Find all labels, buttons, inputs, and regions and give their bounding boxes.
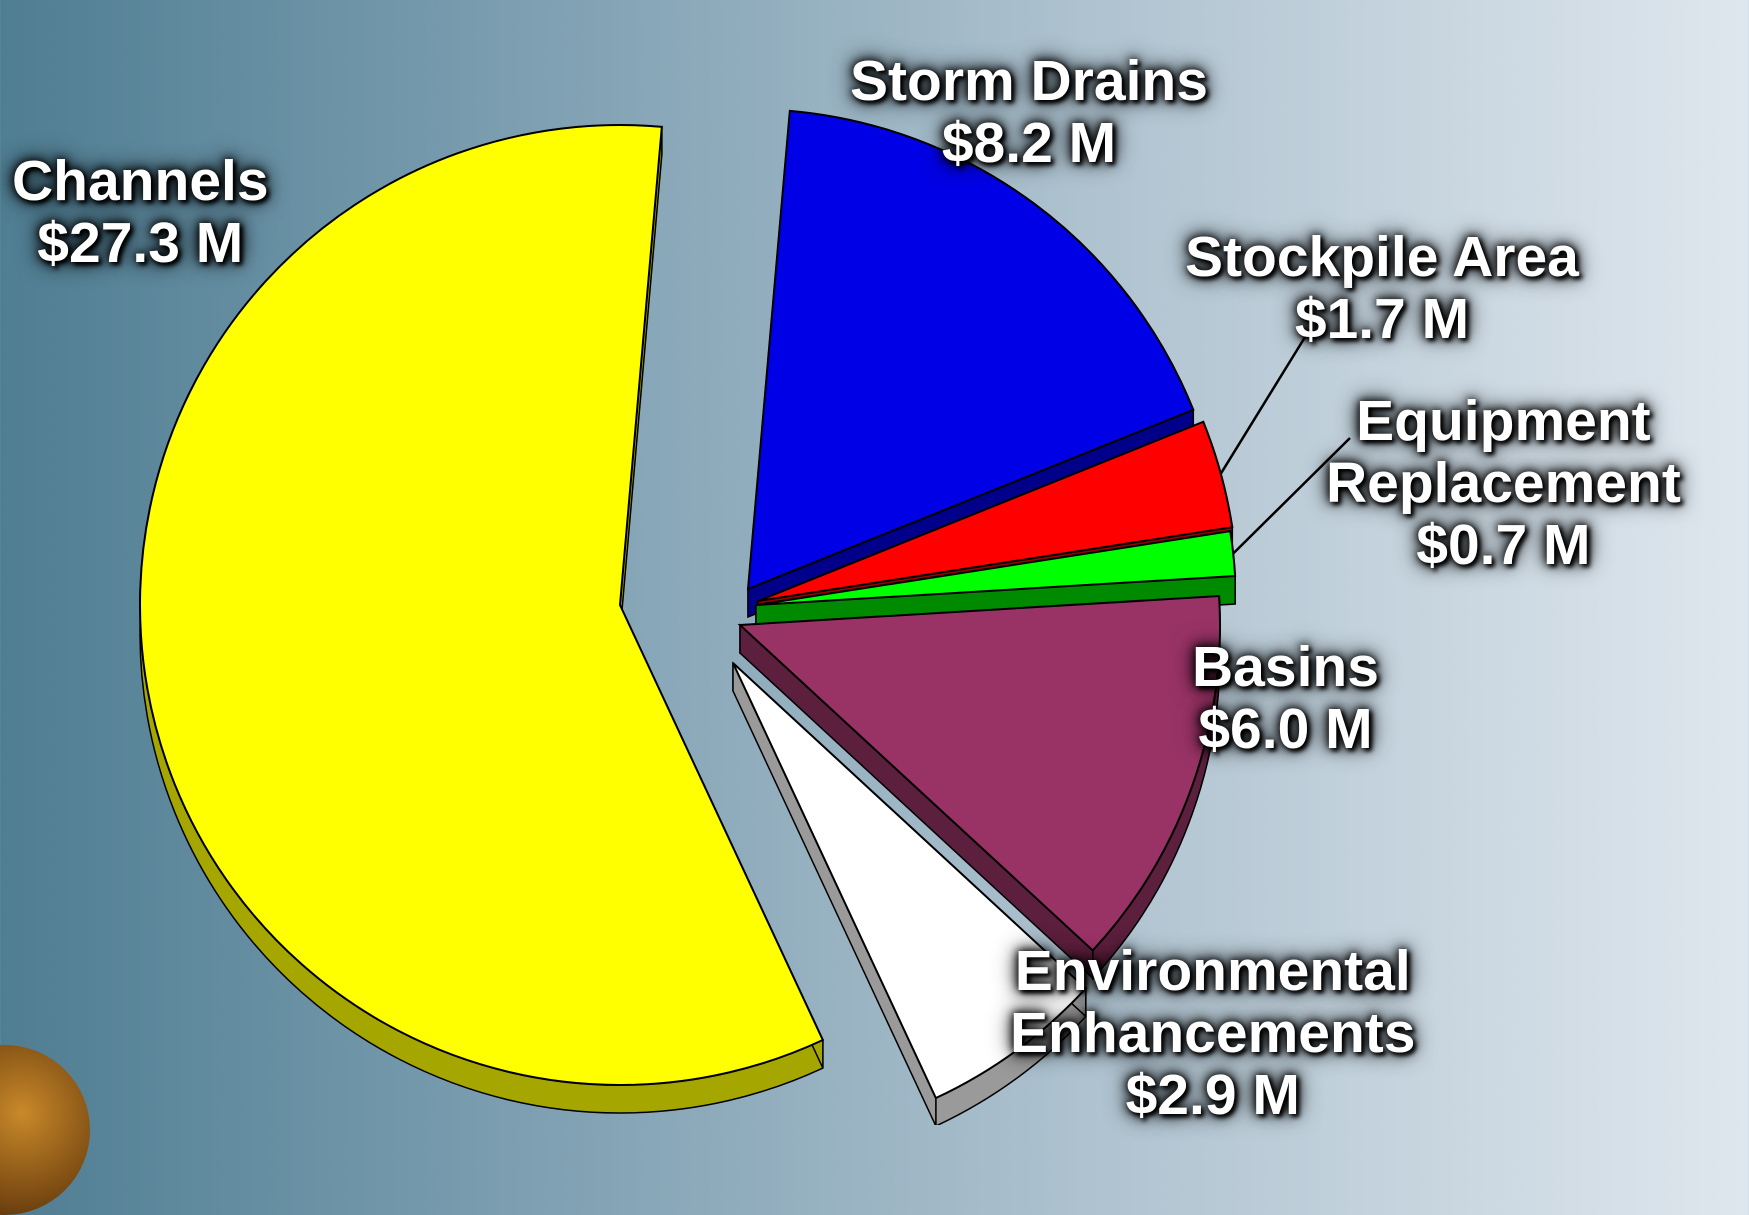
label-stockpile-area-value: $1.7 M xyxy=(1294,287,1470,351)
pie-chart: Storm Drains $8.2 M Channels $27.3 M Sto… xyxy=(12,50,1681,1128)
label-storm-drains-value: $8.2 M xyxy=(941,111,1117,175)
label-environmental-name-1: Environmental xyxy=(1014,939,1411,1003)
label-equipment-name-2: Replacement xyxy=(1326,451,1681,515)
label-basins: Basins $6.0 M xyxy=(1192,636,1379,760)
label-environmental-value: $2.9 M xyxy=(1125,1063,1300,1127)
label-storm-drains-name: Storm Drains xyxy=(850,49,1208,113)
pie-slice-basins xyxy=(737,594,1221,952)
label-environmental-name-2: Enhancements xyxy=(1010,1001,1416,1065)
label-equipment-value: $0.7 M xyxy=(1416,513,1591,577)
label-stockpile-area-name: Stockpile Area xyxy=(1185,225,1579,289)
leader-line-stockpile-area xyxy=(1219,328,1312,475)
pie-chart-svg xyxy=(139,109,1351,1128)
pie-slice-stockpile-area xyxy=(757,420,1234,602)
label-basins-name: Basins xyxy=(1192,635,1379,699)
pie-slice-environmental-enhancements xyxy=(732,662,1088,1100)
label-basins-value: $6.0 M xyxy=(1198,697,1373,761)
pie-slice-storm-drains xyxy=(746,109,1195,591)
label-stockpile-area: Stockpile Area $1.7 M xyxy=(1185,226,1579,350)
label-environmental-enhancements: Environmental Enhancements $2.9 M xyxy=(1010,940,1415,1126)
label-storm-drains: Storm Drains $8.2 M xyxy=(850,50,1208,174)
label-channels: Channels $27.3 M xyxy=(12,150,269,274)
leader-line-equipment-replacement xyxy=(1232,437,1351,555)
pie-slice-channels xyxy=(139,124,825,1086)
label-equipment-name-1: Equipment xyxy=(1356,389,1651,453)
label-channels-name: Channels xyxy=(12,149,269,213)
pie-slice-equipment-replacement xyxy=(755,530,1237,606)
label-channels-value: $27.3 M xyxy=(37,211,244,275)
label-equipment-replacement: Equipment Replacement $0.7 M xyxy=(1326,390,1681,576)
